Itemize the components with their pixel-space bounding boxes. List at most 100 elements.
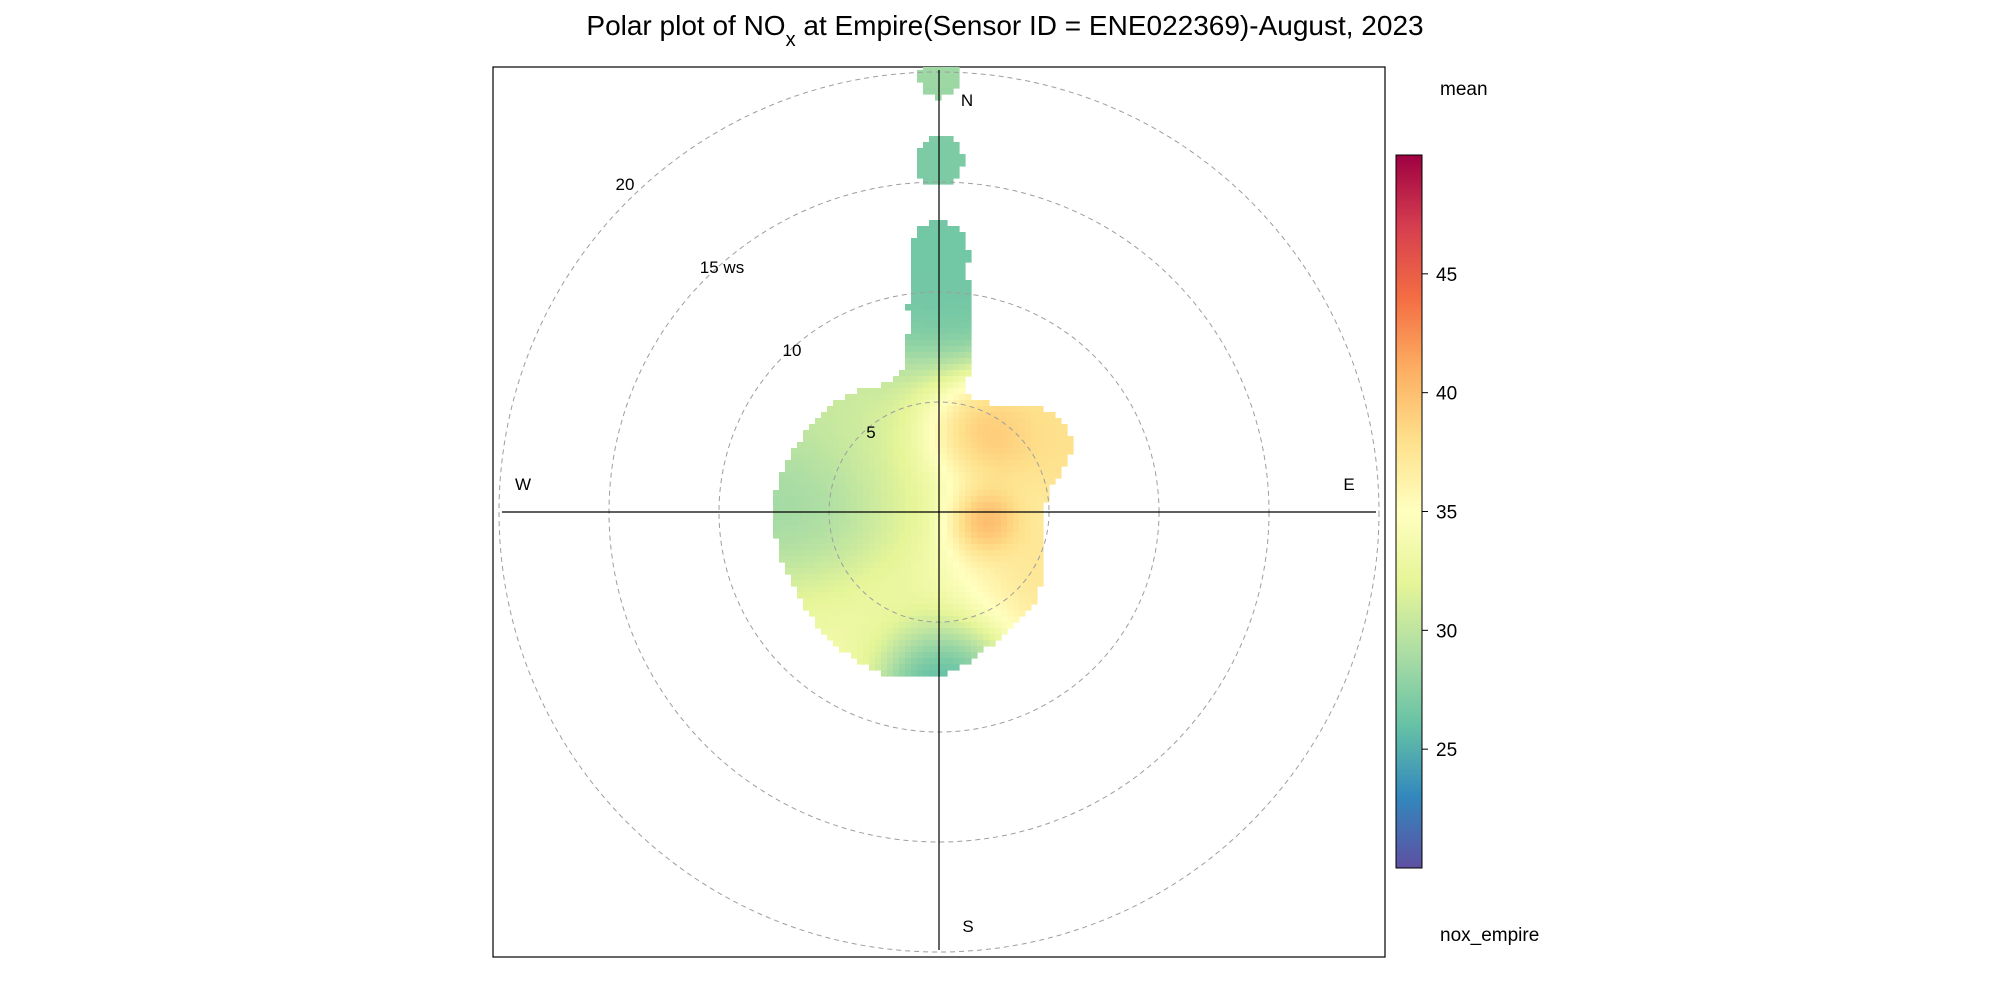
surface-cell (905, 532, 912, 539)
surface-cell (929, 400, 936, 407)
surface-cell (935, 142, 942, 149)
surface-cell (935, 82, 942, 89)
surface-cell (911, 424, 918, 431)
surface-cell (821, 538, 828, 545)
surface-cell (869, 430, 876, 437)
surface-cell (935, 658, 942, 665)
surface-cell (863, 442, 870, 449)
surface-cell (923, 628, 930, 635)
surface-cell (881, 502, 888, 509)
surface-cell (1019, 496, 1026, 503)
surface-cell (851, 544, 858, 551)
surface-cell (1007, 496, 1014, 503)
surface-cell (953, 406, 960, 413)
surface-cell (833, 544, 840, 551)
surface-cell (1025, 466, 1032, 473)
surface-cell (947, 232, 954, 239)
surface-cell (791, 490, 798, 497)
surface-cell (923, 280, 930, 287)
surface-cell (1013, 472, 1020, 479)
surface-cell (959, 646, 966, 653)
surface-cell (917, 550, 924, 557)
surface-cell (911, 478, 918, 485)
surface-cell (1007, 460, 1014, 467)
surface-cell (845, 466, 852, 473)
surface-cell (917, 304, 924, 311)
surface-cell (797, 532, 804, 539)
surface-cell (947, 580, 954, 587)
surface-cell (953, 166, 960, 173)
surface-cell (947, 502, 954, 509)
surface-cell (917, 406, 924, 413)
surface-cell (911, 448, 918, 455)
surface-cell (803, 592, 810, 599)
surface-cell (971, 400, 978, 407)
surface-cell (851, 532, 858, 539)
surface-cell (881, 580, 888, 587)
surface-cell (1013, 580, 1020, 587)
surface-cell (875, 604, 882, 611)
surface-cell (1019, 556, 1026, 563)
surface-cell (947, 442, 954, 449)
surface-cell (929, 280, 936, 287)
surface-cell (887, 448, 894, 455)
surface-cell (965, 394, 972, 401)
surface-cell (1001, 514, 1008, 521)
surface-cell (923, 388, 930, 395)
surface-cell (899, 412, 906, 419)
surface-cell (893, 628, 900, 635)
surface-cell (929, 586, 936, 593)
surface-cell (911, 550, 918, 557)
surface-cell (941, 316, 948, 323)
surface-cell (1019, 424, 1026, 431)
surface-cell (983, 502, 990, 509)
surface-cell (947, 298, 954, 305)
surface-cell (803, 502, 810, 509)
surface-cell (953, 346, 960, 353)
surface-cell (941, 562, 948, 569)
surface-cell (893, 502, 900, 509)
surface-cell (869, 544, 876, 551)
surface-cell (947, 280, 954, 287)
surface-cell (989, 478, 996, 485)
surface-cell (917, 76, 924, 83)
direction-label-south: S (962, 917, 973, 936)
surface-cell (1031, 556, 1038, 563)
surface-cell (965, 634, 972, 641)
surface-cell (953, 67, 960, 71)
surface-cell (935, 478, 942, 485)
surface-cell (929, 148, 936, 155)
surface-cell (1049, 424, 1056, 431)
surface-cell (959, 400, 966, 407)
surface-cell (953, 454, 960, 461)
surface-cell (965, 346, 972, 353)
surface-cell (935, 94, 942, 101)
surface-cell (941, 160, 948, 167)
surface-cell (965, 418, 972, 425)
surface-cell (779, 532, 786, 539)
surface-cell (857, 412, 864, 419)
surface-cell (965, 580, 972, 587)
surface-cell (851, 448, 858, 455)
surface-cell (875, 490, 882, 497)
surface-cell (911, 598, 918, 605)
surface-cell (881, 574, 888, 581)
surface-cell (905, 304, 912, 311)
surface-cell (773, 490, 780, 497)
surface-cell (839, 604, 846, 611)
surface-cell (977, 448, 984, 455)
surface-cell (977, 460, 984, 467)
surface-cell (833, 412, 840, 419)
surface-cell (977, 628, 984, 635)
surface-cell (965, 514, 972, 521)
surface-cell (929, 340, 936, 347)
surface-cell (1025, 580, 1032, 587)
surface-cell (1013, 598, 1020, 605)
surface-cell (815, 514, 822, 521)
surface-cell (1025, 418, 1032, 425)
surface-cell (839, 550, 846, 557)
surface-cell (1001, 586, 1008, 593)
surface-cell (893, 430, 900, 437)
surface-cell (779, 490, 786, 497)
surface-cell (953, 538, 960, 545)
